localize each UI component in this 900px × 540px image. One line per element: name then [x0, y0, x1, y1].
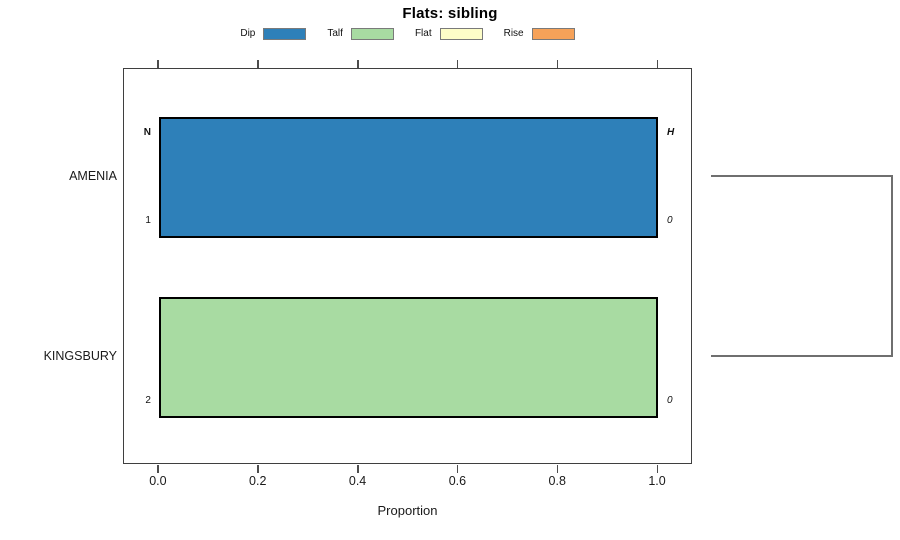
x-tick	[157, 464, 159, 473]
x-tick	[257, 59, 259, 68]
x-tick	[656, 59, 659, 68]
bar-annotation: 0	[667, 214, 673, 226]
bar-annotation: 0	[667, 394, 673, 406]
dendrogram-line	[711, 175, 893, 177]
legend-swatch	[439, 27, 483, 40]
bar-annotation: N	[143, 126, 151, 138]
legend-label: Rise	[503, 28, 524, 39]
x-tick	[257, 464, 259, 473]
bar-segment-dip	[158, 116, 659, 238]
x-tick	[357, 59, 359, 68]
y-axis-label: AMENIA	[69, 169, 117, 183]
dendrogram-line	[891, 175, 893, 357]
x-tick-label: 0.2	[249, 474, 267, 488]
legend-swatch	[263, 27, 307, 40]
legend-swatch	[350, 27, 394, 40]
legend-item: Talf	[327, 27, 394, 40]
bar-annotation: 2	[145, 394, 151, 406]
legend: Dip Talf Flat Rise	[123, 26, 692, 41]
legend-label: Talf	[327, 28, 343, 39]
legend-label: Flat	[414, 28, 432, 39]
x-tick	[556, 464, 559, 473]
dendrogram-line	[711, 355, 893, 357]
legend-swatch	[531, 27, 575, 40]
x-tick	[456, 464, 459, 473]
chart-title: Flats: sibling	[402, 5, 498, 22]
x-tick-label: 0.0	[149, 474, 167, 488]
x-tick-label: 0.8	[548, 474, 566, 488]
legend-item: Dip	[240, 27, 307, 40]
legend-label: Dip	[240, 28, 256, 39]
x-tick-label: 1.0	[648, 474, 666, 488]
legend-item: Rise	[503, 27, 575, 40]
x-axis-title: Proportion	[377, 503, 438, 518]
x-tick-label: 0.6	[448, 474, 467, 488]
y-axis-label: KINGSBURY	[43, 349, 117, 363]
bar-segment-talf	[158, 296, 659, 418]
bar-annotation: 1	[145, 214, 151, 226]
x-tick	[157, 59, 159, 68]
x-tick	[456, 59, 459, 68]
x-tick-label: 0.4	[348, 474, 367, 488]
plot-frame: N 1 H 0 2 0	[123, 59, 692, 473]
x-tick	[357, 464, 359, 473]
x-tick	[556, 59, 559, 68]
x-tick	[656, 464, 659, 473]
bar-annotation: H	[667, 126, 675, 138]
legend-item: Flat	[414, 27, 483, 40]
